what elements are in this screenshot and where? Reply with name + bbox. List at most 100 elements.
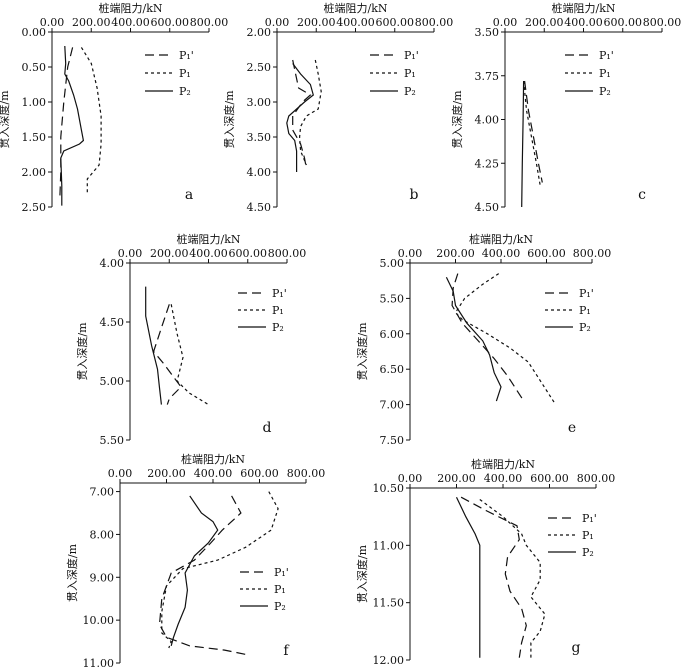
y-tick-label: 2.00 bbox=[247, 26, 272, 39]
y-tick-label: 11.00 bbox=[373, 539, 405, 552]
x-tick-label: 200.00 bbox=[297, 16, 336, 29]
chart-title: 桩端阻力/kN bbox=[552, 1, 616, 15]
legend-label-P2: P₂ bbox=[404, 85, 416, 98]
y-tick-label: 8.00 bbox=[90, 528, 115, 541]
x-tick-label: 0.00 bbox=[493, 16, 518, 29]
x-tick-label: 600.00 bbox=[530, 472, 569, 485]
legend-label-P1: P₁ bbox=[579, 304, 591, 317]
legend-label-P2: P₂ bbox=[599, 85, 611, 98]
series-line-P2 bbox=[286, 63, 314, 172]
y-axis-label: 贯入深度/m bbox=[355, 322, 369, 381]
series-line-P1prime bbox=[59, 47, 74, 197]
series-line-P1prime bbox=[460, 496, 527, 658]
x-tick-label: 200.00 bbox=[437, 472, 476, 485]
x-tick-label: 800.00 bbox=[415, 16, 454, 29]
y-tick-label: 12.00 bbox=[373, 654, 405, 667]
chart-title: 桩端阻力/kN bbox=[177, 232, 241, 246]
y-tick-label: 5.00 bbox=[100, 375, 125, 388]
y-axis-label: 贯入深度/m bbox=[222, 90, 236, 149]
series-line-P1 bbox=[170, 304, 209, 406]
legend-label-P2: P₂ bbox=[179, 85, 191, 98]
legend-label-P2: P₂ bbox=[582, 546, 594, 559]
panel-letter: f bbox=[283, 643, 290, 659]
series-line-P1 bbox=[523, 80, 541, 187]
x-tick-label: 0.00 bbox=[398, 472, 423, 485]
chart-panel-f: 桩端阻力/kN 0.00 200.00 400.00 600.00 800.00 7.00 8… bbox=[65, 452, 325, 668]
y-tick-label: 5.50 bbox=[380, 292, 405, 305]
y-tick-label: 7.50 bbox=[380, 434, 405, 447]
y-tick-label: 4.00 bbox=[475, 114, 500, 127]
y-tick-label: 11.00 bbox=[83, 657, 115, 668]
legend-label-P1: P₁ bbox=[272, 304, 284, 317]
x-tick-label: 400.00 bbox=[484, 472, 523, 485]
panel-letter: d bbox=[263, 420, 272, 436]
x-tick-label: 0.00 bbox=[265, 16, 290, 29]
y-axis-label: 贯入深度/m bbox=[450, 90, 464, 149]
series-line-P1 bbox=[479, 499, 546, 658]
chart-panel-e: 桩端阻力/kN 0.00 200.00 400.00 600.00 800.00 5.00 5… bbox=[355, 232, 611, 447]
y-tick-label: 10.00 bbox=[83, 614, 115, 627]
y-axis-label: 贯入深度/m bbox=[75, 322, 89, 381]
x-tick-label: 400.00 bbox=[189, 247, 228, 260]
y-tick-label: 2.50 bbox=[247, 61, 272, 74]
x-tick-label: 400.00 bbox=[482, 247, 521, 260]
series-line-P2 bbox=[455, 496, 481, 658]
legend-label-P1prime: P₁' bbox=[272, 287, 287, 300]
series-line-P1 bbox=[80, 47, 102, 193]
series-line-P1 bbox=[454, 273, 557, 405]
panel-letter: e bbox=[568, 420, 576, 436]
x-tick-label: 200.00 bbox=[72, 16, 111, 29]
series-line-P2 bbox=[60, 45, 85, 206]
chart-title: 桩端阻力/kN bbox=[99, 1, 163, 15]
y-tick-label: 1.50 bbox=[22, 131, 47, 144]
chart-panel-g: 桩端阻力/kN 0.00 200.00 400.00 600.00 800.00 10.50… bbox=[355, 457, 615, 667]
series-line-P1 bbox=[298, 59, 322, 166]
legend-label-P1prime: P₁' bbox=[582, 512, 597, 525]
chart-title: 桩端阻力/kN bbox=[181, 452, 245, 466]
x-tick-label: 0.00 bbox=[118, 247, 143, 260]
y-axis-label: 贯入深度/m bbox=[65, 543, 79, 602]
y-tick-label: 7.00 bbox=[90, 486, 115, 499]
x-tick-label: 0.00 bbox=[398, 247, 423, 260]
series-line-P1 bbox=[161, 491, 279, 649]
y-tick-label: 6.00 bbox=[380, 328, 405, 341]
legend-label-P2: P₂ bbox=[274, 600, 286, 613]
legend-label-P1: P₁ bbox=[179, 67, 191, 80]
series-line-P2 bbox=[145, 286, 162, 405]
x-tick-label: 200.00 bbox=[147, 467, 186, 480]
legend-label-P1prime: P₁' bbox=[274, 566, 289, 579]
y-tick-label: 1.00 bbox=[22, 96, 47, 109]
x-tick-label: 800.00 bbox=[573, 247, 612, 260]
y-tick-label: 10.50 bbox=[373, 482, 405, 495]
legend-label-P1prime: P₁' bbox=[579, 287, 594, 300]
x-tick-label: 600.00 bbox=[527, 247, 566, 260]
series-line-P1prime bbox=[292, 59, 312, 169]
y-axis-label: 贯入深度/m bbox=[355, 544, 369, 603]
x-tick-label: 800.00 bbox=[268, 247, 307, 260]
y-tick-label: 5.50 bbox=[100, 434, 125, 447]
y-tick-label: 2.00 bbox=[22, 166, 47, 179]
y-tick-label: 3.75 bbox=[475, 70, 500, 83]
y-tick-label: 4.50 bbox=[247, 201, 272, 214]
x-tick-label: 200.00 bbox=[150, 247, 189, 260]
chart-panel-b: 桩端阻力/kN 0.00 200.00 400.00 600.00 800.00 2.00 2… bbox=[222, 1, 453, 214]
y-tick-label: 3.00 bbox=[247, 96, 272, 109]
x-tick-label: 600.00 bbox=[240, 467, 279, 480]
x-tick-label: 0.00 bbox=[40, 16, 65, 29]
y-tick-label: 3.50 bbox=[475, 26, 500, 39]
y-tick-label: 4.50 bbox=[475, 201, 500, 214]
x-tick-label: 0.00 bbox=[108, 467, 133, 480]
series-line-P1prime bbox=[451, 273, 525, 402]
y-tick-label: 6.50 bbox=[380, 363, 405, 376]
x-tick-label: 800.00 bbox=[190, 16, 229, 29]
series-line-P1prime bbox=[524, 80, 543, 183]
panel-letter: a bbox=[185, 187, 193, 203]
legend-label-P1: P₁ bbox=[599, 67, 611, 80]
x-tick-label: 600.00 bbox=[604, 16, 643, 29]
x-tick-label: 800.00 bbox=[643, 16, 682, 29]
series-line-P1prime bbox=[152, 304, 182, 405]
y-tick-label: 0.50 bbox=[22, 61, 47, 74]
series-line-P2 bbox=[521, 80, 525, 208]
y-tick-label: 9.00 bbox=[90, 571, 115, 584]
legend-label-P2: P₂ bbox=[579, 321, 591, 334]
